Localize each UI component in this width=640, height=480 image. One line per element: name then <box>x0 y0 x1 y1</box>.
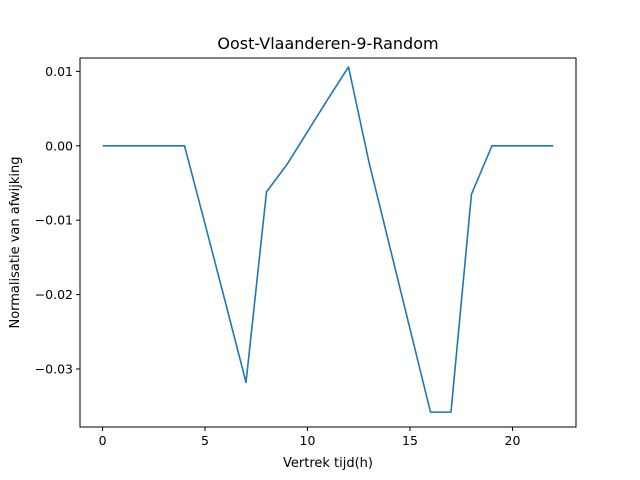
x-tick-label: 10 <box>300 433 316 448</box>
y-tick-label: −0.01 <box>35 213 73 228</box>
chart-title: Oost-Vlaanderen-9-Random <box>217 34 438 53</box>
y-tick-label: −0.02 <box>35 287 73 302</box>
y-axis-label: Normalisatie van afwijking <box>8 156 23 328</box>
x-tick-label: 5 <box>201 433 209 448</box>
plot-frame <box>79 57 577 428</box>
x-tick-label: 15 <box>402 433 418 448</box>
x-tick-label: 20 <box>505 433 521 448</box>
x-tick-label: 0 <box>99 433 107 448</box>
x-axis-label: Vertrek tijd(h) <box>283 456 373 471</box>
series-line-0 <box>102 66 554 413</box>
y-tick-label: 0.00 <box>45 138 73 153</box>
y-tick-label: −0.03 <box>35 361 73 376</box>
y-tick-label: 0.01 <box>45 64 73 79</box>
